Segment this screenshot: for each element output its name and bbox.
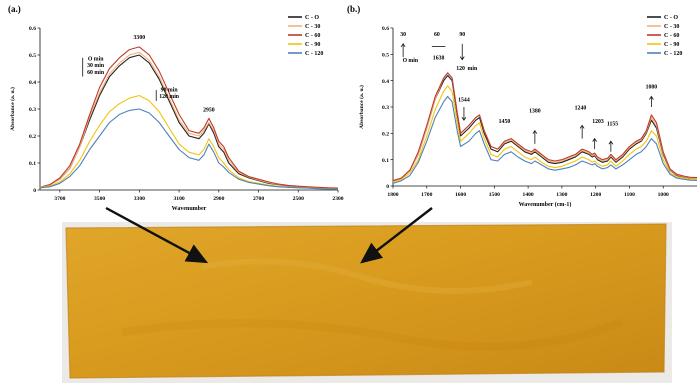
x-tick-label: 2500 xyxy=(293,196,304,202)
y-tick-label: 0.2 xyxy=(29,134,36,140)
x-tick-label: 3100 xyxy=(173,196,184,202)
series-line xyxy=(39,108,339,190)
x-tick-label: 1600 xyxy=(455,192,466,198)
arrow-up-mark xyxy=(400,43,406,48)
annotation-label: 60 min xyxy=(87,70,105,76)
arrow-up-mark xyxy=(649,95,654,100)
y-tick-label: 0 xyxy=(33,188,36,194)
y-tick-label: 0.5 xyxy=(29,53,36,59)
legend-label: C - 30 xyxy=(305,24,320,30)
y-tick-label: 0.5 xyxy=(382,53,389,59)
annotation-label: 1380 xyxy=(529,108,541,114)
annotation-label: 90 xyxy=(459,32,465,38)
legend-label: C - 120 xyxy=(305,51,323,57)
x-tick-label: 1100 xyxy=(624,192,635,198)
arrow-down-mark xyxy=(461,116,467,121)
series-line xyxy=(392,85,698,183)
annotation-label: 1080 xyxy=(646,85,658,91)
x-tick-label: 2700 xyxy=(253,196,264,202)
legend-label: C - O xyxy=(664,15,678,21)
y-axis-title: Absorbance (a. u.) xyxy=(9,87,16,131)
x-tick-label: 1500 xyxy=(489,192,500,198)
annotation-label: 120 xyxy=(456,66,465,72)
x-tick-label: 1200 xyxy=(590,192,601,198)
x-tick-label: 3300 xyxy=(134,196,145,202)
annotation-label: 2950 xyxy=(203,108,215,114)
panel-label: (a.) xyxy=(8,4,21,14)
annotation-label: 30 min xyxy=(87,63,105,69)
y-tick-label: 0.6 xyxy=(382,26,389,32)
legend-label: C - 60 xyxy=(305,33,320,39)
panel-label: (b.) xyxy=(347,4,360,14)
x-tick-label: 1400 xyxy=(523,192,534,198)
x-tick-label: 2300 xyxy=(332,196,343,202)
film-sample xyxy=(66,224,666,378)
x-axis-title: Wavenumber (cm-1) xyxy=(519,201,572,208)
series-line xyxy=(39,46,339,189)
x-tick-label: 3500 xyxy=(94,196,105,202)
annotation-label: 90 min xyxy=(161,87,179,93)
y-tick-label: 0.6 xyxy=(29,26,36,32)
annotation-label: 60 xyxy=(434,32,440,38)
arrow-up-mark xyxy=(608,140,614,145)
annotation-label: 3300 xyxy=(134,35,146,41)
annotation-label: 1155 xyxy=(607,121,618,127)
annotation-label: 120 min xyxy=(159,94,180,100)
arrow-down-mark xyxy=(459,56,465,61)
y-axis-title: Absorbance (a. u.) xyxy=(358,85,365,129)
y-tick-label: 0.4 xyxy=(29,80,36,86)
arrow-left xyxy=(105,206,209,264)
annotation-label: min xyxy=(468,66,478,72)
annotation-label: O xyxy=(403,58,408,64)
arrow-up-mark xyxy=(579,124,585,129)
annotation-label: O min xyxy=(88,56,104,62)
y-tick-label: 0 xyxy=(386,184,389,190)
x-axis-title: Wavenumber xyxy=(172,206,207,212)
annotation-label: 1203 xyxy=(592,119,604,125)
x-tick-label: 3700 xyxy=(54,196,65,202)
y-tick-label: 0.4 xyxy=(382,79,389,85)
legend-label: C - 120 xyxy=(664,51,682,57)
x-tick-label: 1300 xyxy=(556,192,567,198)
arrow-right xyxy=(360,207,433,264)
annotation-label: 30 xyxy=(400,32,406,38)
y-tick-label: 0.1 xyxy=(382,158,389,164)
x-tick-label: 1700 xyxy=(421,192,432,198)
arrow-up-mark xyxy=(532,129,538,134)
chart-a: (a.) 0 0.1 0.2 0.3 0.4 0.5 0.6 3700 3500 3300 3100 2… xyxy=(8,4,344,212)
series-line xyxy=(392,95,698,184)
annotation-label: min xyxy=(408,58,418,64)
chart-panel-b: (b.) 0 0.1 0.2 0.3 0.4 0.5 0.6 1800 1700 1600 1500 1… xyxy=(345,0,699,220)
x-tick-label: 1800 xyxy=(387,192,398,198)
legend-label: C - 90 xyxy=(305,42,320,48)
x-tick-label: 2900 xyxy=(213,196,224,202)
annotation-label: 1544 xyxy=(458,98,470,104)
annotation-label: 1638 xyxy=(433,56,445,62)
x-tick-label: 1000 xyxy=(658,192,669,198)
arrow-up-mark xyxy=(592,137,597,142)
annotation-label: 1240 xyxy=(575,106,587,112)
chart-panel-a: (a.) 0 0.1 0.2 0.3 0.4 0.5 0.6 3700 3500 3300 3100 2… xyxy=(0,0,345,220)
annotation-label: 1450 xyxy=(499,119,511,125)
legend-label: C - 90 xyxy=(664,42,679,48)
chart-b: (b.) 0 0.1 0.2 0.3 0.4 0.5 0.6 1800 1700 1600 1500 1… xyxy=(347,4,698,208)
y-tick-label: 0.1 xyxy=(29,161,36,167)
legend-label: C - O xyxy=(305,15,319,21)
series-line xyxy=(392,72,698,182)
y-tick-label: 0.3 xyxy=(382,105,389,111)
y-tick-label: 0.2 xyxy=(382,132,389,138)
legend-label: C - 60 xyxy=(664,33,679,39)
y-tick-label: 0.3 xyxy=(29,107,36,113)
legend-label: C - 30 xyxy=(664,24,679,30)
